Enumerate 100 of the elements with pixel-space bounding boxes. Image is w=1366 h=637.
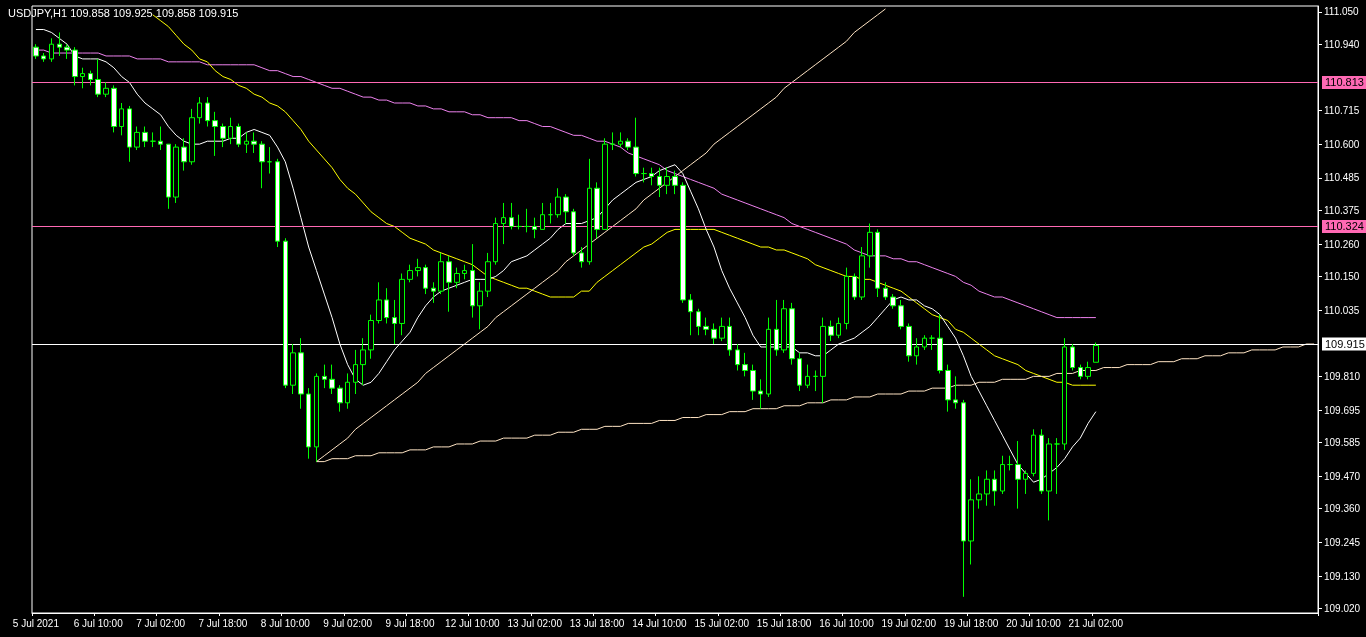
candlestick — [703, 317, 709, 336]
y-tick-label: 109.245 — [1324, 536, 1361, 548]
candlestick — [532, 217, 537, 239]
candlestick — [173, 143, 179, 204]
ref-line-label: 109.915 — [1325, 338, 1365, 351]
candlestick — [992, 469, 997, 507]
candlestick — [197, 96, 202, 125]
x-tick-label: 9 Jul 02:00 — [323, 617, 373, 629]
x-tick-label: 19 Jul 02:00 — [881, 617, 937, 629]
candlestick — [976, 475, 982, 510]
candlestick — [353, 349, 358, 395]
candlestick — [64, 43, 70, 60]
candlestick — [1085, 361, 1091, 380]
y-tick-label: 110.375 — [1324, 204, 1360, 216]
candlestick — [360, 337, 366, 386]
y-tick-label: 110.150 — [1324, 270, 1360, 282]
candlestick — [945, 364, 951, 413]
candlestick — [407, 264, 413, 283]
candlestick — [1062, 337, 1067, 451]
candlestick — [984, 469, 990, 507]
y-tick-label: 109.360 — [1324, 503, 1361, 515]
candlestick — [49, 37, 54, 63]
candlestick — [329, 364, 335, 395]
candlestick — [750, 364, 756, 401]
candlestick — [852, 272, 857, 301]
candlestick — [657, 167, 662, 198]
candlestick — [587, 158, 592, 266]
candlestick — [641, 167, 647, 183]
candlestick — [898, 299, 904, 330]
y-tick-label: 110.260 — [1324, 238, 1360, 250]
candlestick — [579, 246, 584, 269]
candlestick — [446, 255, 452, 313]
candlestick — [929, 334, 935, 351]
y-tick-label: 109.020 — [1324, 603, 1361, 615]
x-tick-label: 5 Jul 2021 — [12, 617, 60, 629]
candlestick — [540, 202, 545, 230]
candlestick — [1046, 437, 1052, 521]
candlestick — [462, 264, 467, 280]
y-tick-label: 110.715 — [1324, 104, 1360, 116]
candlestick — [88, 70, 93, 86]
candlestick — [742, 352, 748, 377]
candlestick — [805, 364, 810, 389]
candlestick — [150, 131, 156, 148]
x-tick-label: 7 Jul 02:00 — [136, 617, 186, 629]
candlestick — [594, 181, 600, 239]
candlestick — [228, 117, 233, 145]
y-tick-label: 109.585 — [1324, 437, 1361, 449]
x-tick-label: 21 Jul 02:00 — [1068, 617, 1124, 629]
candlestick — [205, 96, 210, 128]
x-tick-label: 16 Jul 10:00 — [819, 617, 875, 629]
y-tick-label: 111.050 — [1324, 6, 1360, 18]
candlestick — [72, 46, 78, 86]
x-tick-label: 6 Jul 10:00 — [73, 617, 124, 629]
candlestick — [119, 102, 124, 136]
candlestick — [563, 193, 569, 225]
candlestick — [95, 58, 101, 98]
x-tick-label: 20 Jul 10:00 — [1006, 617, 1062, 629]
y-tick-label: 109.130 — [1324, 570, 1361, 582]
candlestick — [571, 208, 576, 257]
candlestick — [111, 84, 117, 133]
candlestick — [524, 208, 530, 233]
candlestick — [212, 111, 218, 157]
candlestick — [610, 131, 615, 151]
candlestick — [158, 126, 163, 151]
chart-title: USDJPY,H1 109.858 109.925 109.858 109.915 — [8, 6, 239, 19]
x-tick-label: 13 Jul 18:00 — [569, 617, 625, 629]
candlestick — [1078, 364, 1083, 380]
candlestick — [844, 267, 849, 330]
candlestick — [548, 202, 553, 225]
candlestick — [618, 131, 623, 148]
y-tick-label: 110.600 — [1324, 138, 1360, 150]
candlestick — [251, 131, 257, 154]
candlestick — [664, 167, 670, 195]
x-tick-label: 14 Jul 10:00 — [632, 617, 688, 629]
candlestick — [883, 281, 888, 301]
candlestick — [368, 314, 374, 360]
candlestick — [415, 258, 421, 277]
candlestick — [220, 123, 226, 148]
candlestick — [337, 384, 343, 413]
candlestick — [758, 378, 763, 410]
ref-line-label: 110.324 — [1325, 220, 1364, 233]
candlestick — [688, 293, 693, 336]
candlestick — [244, 131, 249, 154]
candlestick — [267, 146, 272, 175]
candlestick — [236, 123, 241, 148]
candlestick — [797, 352, 802, 392]
candlestick — [290, 343, 296, 395]
candlestick — [485, 252, 491, 298]
candlestick — [516, 214, 522, 230]
candlestick — [501, 202, 506, 245]
x-tick-label: 7 Jul 18:00 — [198, 617, 248, 629]
candlestick — [813, 369, 818, 392]
candlestick — [477, 281, 483, 330]
candlestick — [80, 67, 85, 89]
x-tick-label: 15 Jul 18:00 — [756, 617, 812, 629]
candlestick — [922, 334, 927, 351]
candlestick — [555, 187, 561, 219]
candlestick — [766, 317, 771, 398]
x-tick-label: 12 Jul 10:00 — [445, 617, 501, 629]
candlestick — [914, 337, 919, 366]
